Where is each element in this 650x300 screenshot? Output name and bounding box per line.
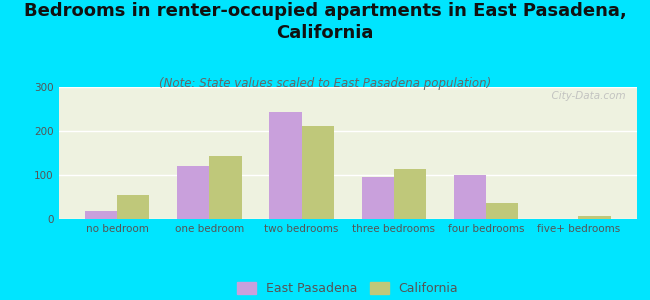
- Bar: [177, 166, 209, 219]
- Text: Bedrooms in renter-occupied apartments in East Pasadena,
California: Bedrooms in renter-occupied apartments i…: [23, 2, 627, 42]
- Bar: [269, 112, 302, 219]
- Bar: [454, 175, 486, 219]
- Bar: [84, 211, 117, 219]
- Legend: East Pasadena, California: East Pasadena, California: [231, 275, 465, 300]
- Text: City-Data.com: City-Data.com: [545, 91, 625, 101]
- Bar: [117, 195, 150, 219]
- Bar: [394, 169, 426, 219]
- Bar: [486, 203, 519, 219]
- Bar: [209, 156, 242, 219]
- Bar: [361, 177, 394, 219]
- Bar: [302, 126, 334, 219]
- Bar: [578, 216, 611, 219]
- Text: (Note: State values scaled to East Pasadena population): (Note: State values scaled to East Pasad…: [159, 76, 491, 89]
